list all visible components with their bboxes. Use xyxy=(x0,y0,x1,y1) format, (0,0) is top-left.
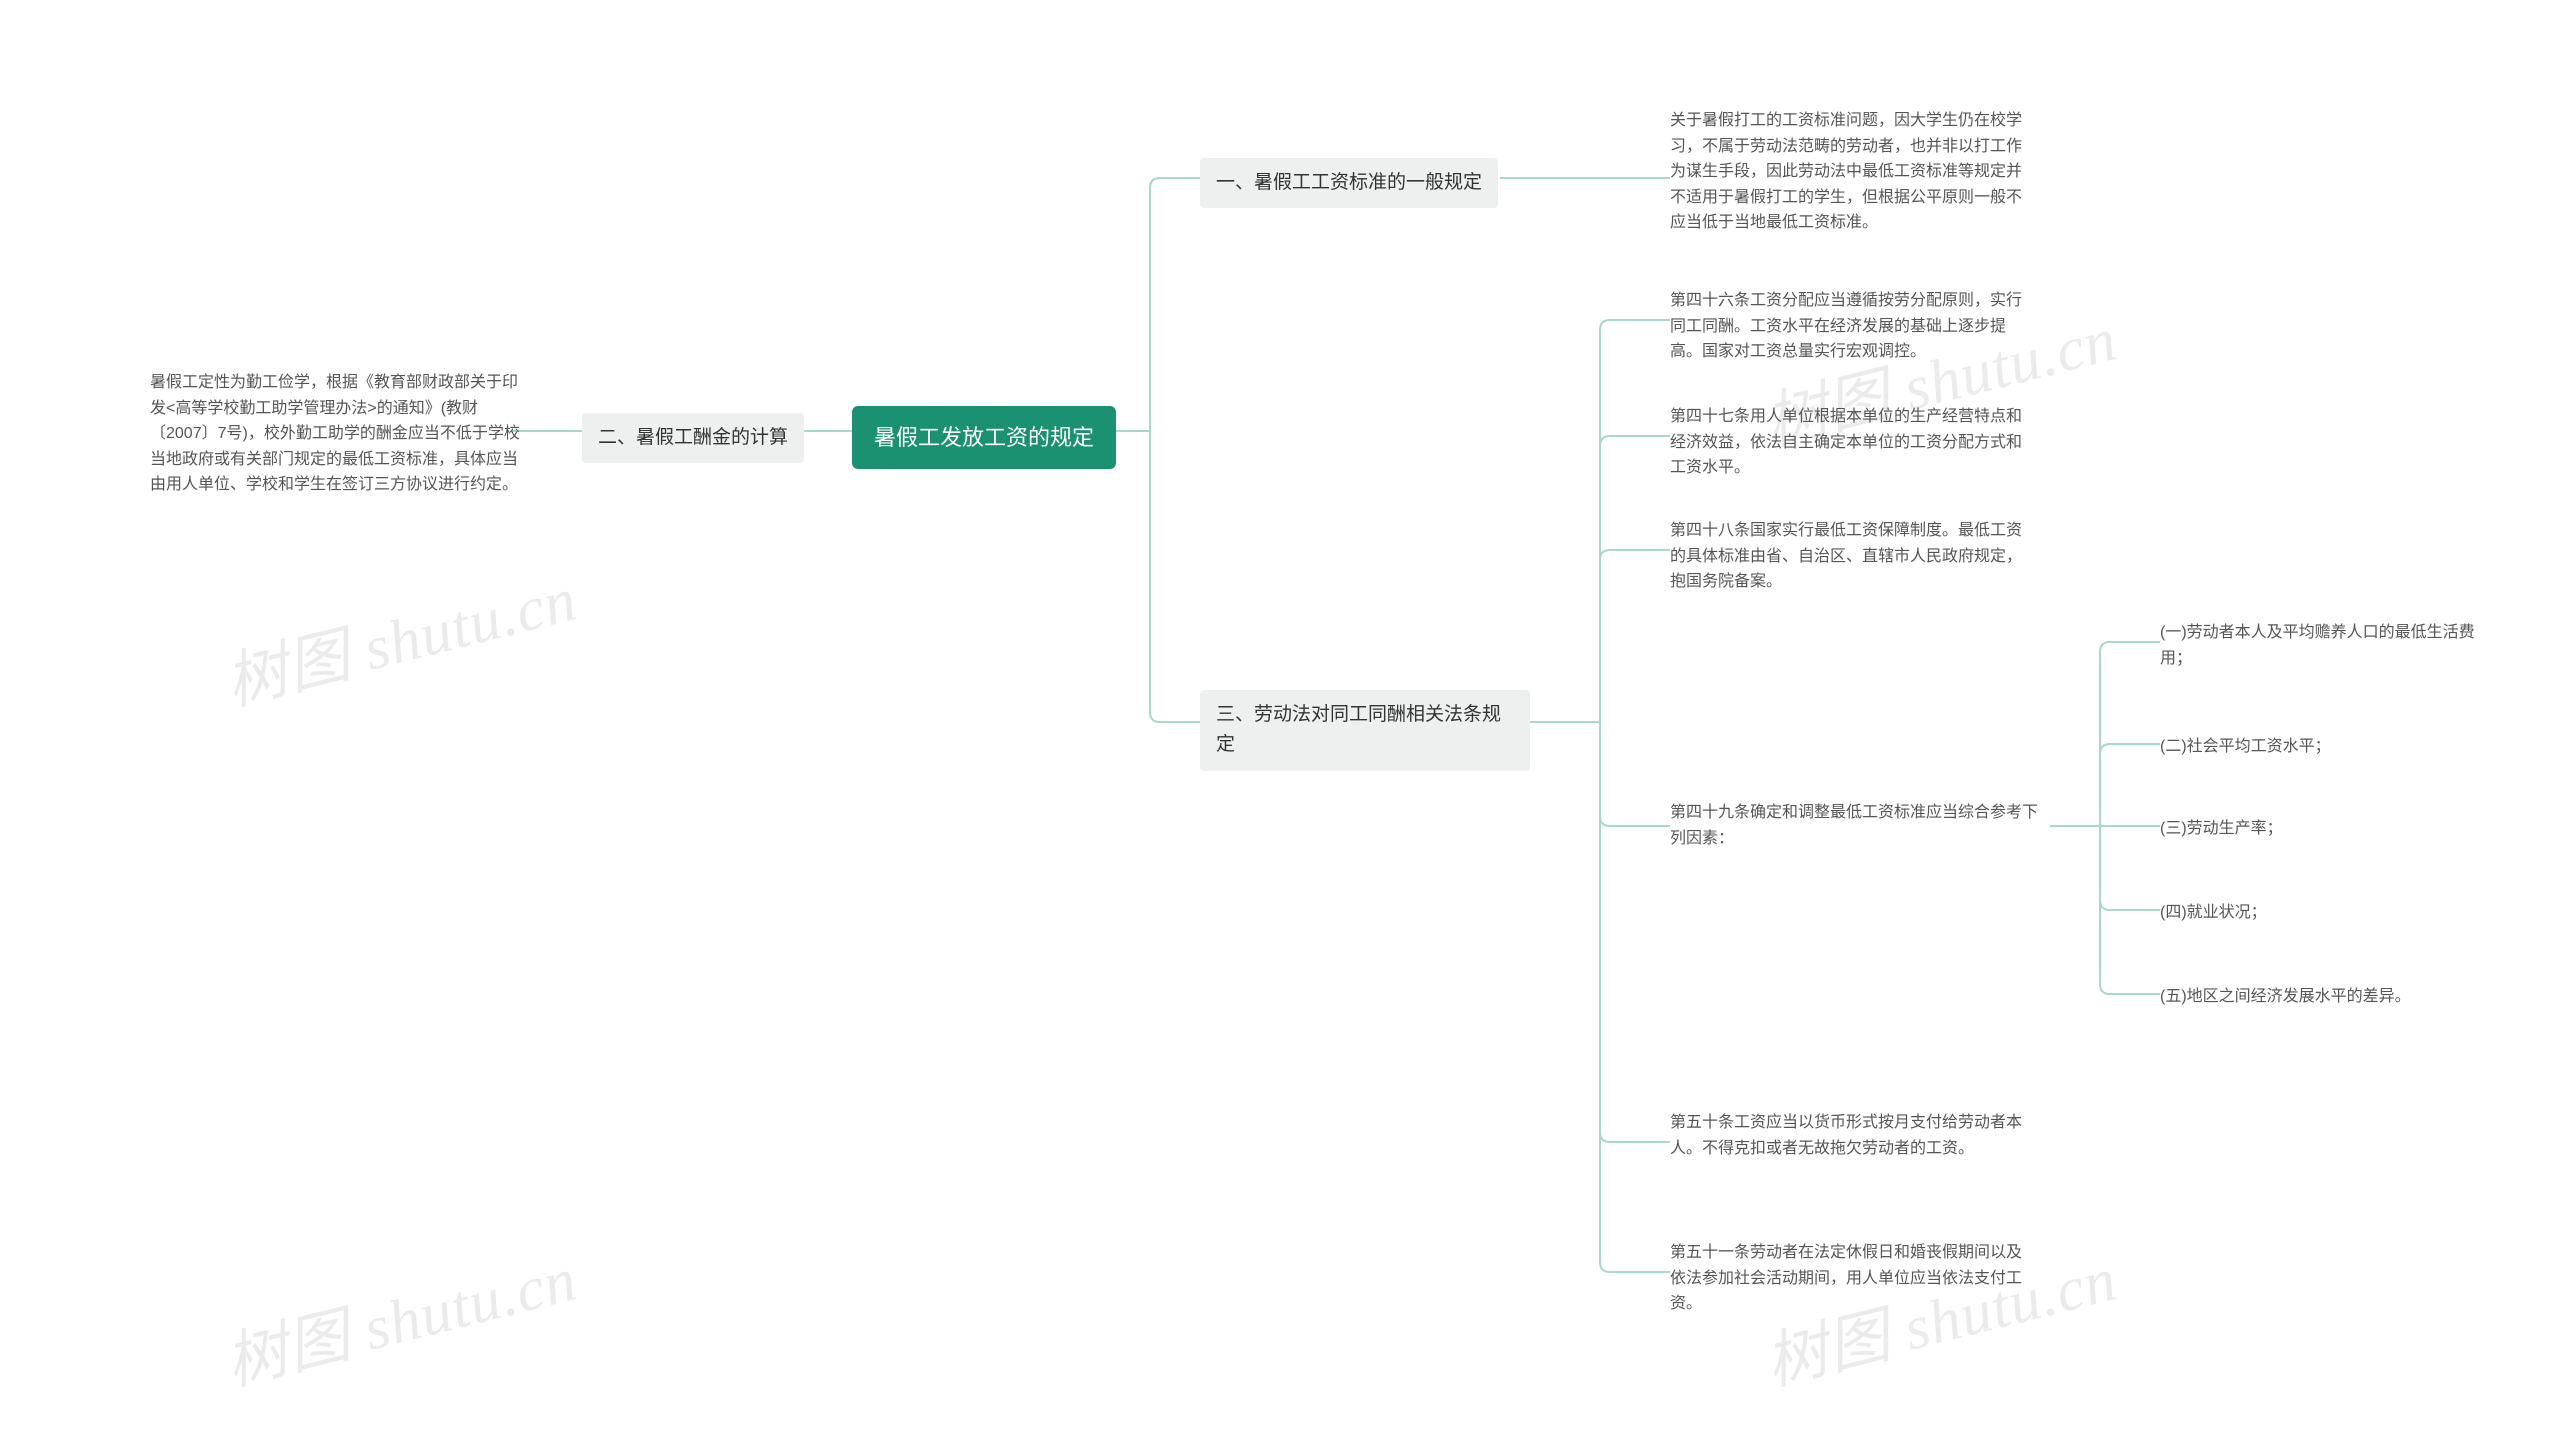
leaf-article-49-item-5: (五)地区之间经济发展水平的差异。 xyxy=(2160,984,2411,1010)
leaf-article-48: 第四十八条国家实行最低工资保障制度。最低工资的具体标准由省、自治区、直辖市人民政… xyxy=(1670,518,2030,595)
watermark: 树图 shutu.cn xyxy=(214,1228,584,1402)
leaf-article-49: 第四十九条确定和调整最低工资标准应当综合参考下列因素： xyxy=(1670,800,2050,851)
leaf-article-49-item-2: (二)社会平均工资水平； xyxy=(2160,734,2331,760)
branch-2: 二、暑假工酬金的计算 xyxy=(582,413,804,463)
branch-3: 三、劳动法对同工同酬相关法条规定 xyxy=(1200,690,1530,771)
branch-1: 一、暑假工工资标准的一般规定 xyxy=(1200,158,1498,208)
mindmap-root: 暑假工发放工资的规定 xyxy=(852,406,1116,469)
leaf-branch2-detail: 暑假工定性为勤工俭学，根据《教育部财政部关于印发<高等学校勤工助学管理办法>的通… xyxy=(150,370,520,498)
leaf-article-49-item-1: (一)劳动者本人及平均赡养人口的最低生活费用； xyxy=(2160,620,2500,671)
watermark: 树图 shutu.cn xyxy=(214,548,584,722)
leaf-article-51: 第五十一条劳动者在法定休假日和婚丧假期间以及依法参加社会活动期间，用人单位应当依… xyxy=(1670,1240,2030,1317)
leaf-article-46: 第四十六条工资分配应当遵循按劳分配原则，实行同工同酬。工资水平在经济发展的基础上… xyxy=(1670,288,2030,365)
leaf-article-49-item-4: (四)就业状况； xyxy=(2160,900,2267,926)
leaf-article-47: 第四十七条用人单位根据本单位的生产经营特点和经济效益，依法自主确定本单位的工资分… xyxy=(1670,404,2030,481)
leaf-article-50: 第五十条工资应当以货币形式按月支付给劳动者本人。不得克扣或者无故拖欠劳动者的工资… xyxy=(1670,1110,2030,1161)
leaf-article-49-item-3: (三)劳动生产率； xyxy=(2160,816,2283,842)
leaf-branch1-detail: 关于暑假打工的工资标准问题，因大学生仍在校学习，不属于劳动法范畴的劳动者，也并非… xyxy=(1670,108,2030,236)
